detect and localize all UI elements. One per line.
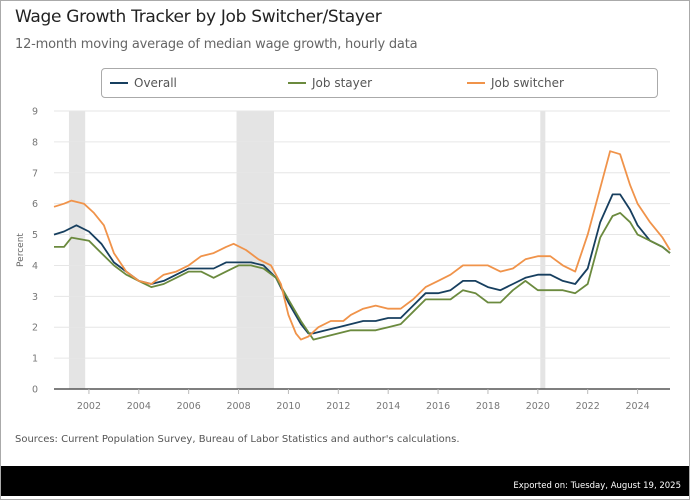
legend-item-job-switcher[interactable]: Job switcher (467, 76, 564, 90)
shaded-period (540, 111, 546, 389)
legend: Overall Job stayer Job switcher (101, 68, 658, 98)
chart-title: Wage Growth Tracker by Job Switcher/Stay… (15, 7, 382, 27)
y-tick-label: 5 (32, 230, 38, 241)
x-tick-label: 2020 (526, 401, 550, 412)
y-tick-label: 0 (32, 385, 38, 396)
y-tick-label: 4 (32, 261, 38, 272)
y-tick-label: 7 (32, 168, 38, 179)
chart-subtitle: 12-month moving average of median wage g… (15, 37, 418, 52)
series-line-job-switcher (53, 150, 671, 341)
y-tick-label: 9 (32, 107, 38, 118)
legend-swatch-overall (110, 82, 128, 84)
y-axis-label: Percent (16, 233, 26, 267)
x-tick-label: 2004 (127, 401, 151, 412)
y-tick-label: 1 (32, 354, 38, 365)
legend-swatch-job-stayer (288, 82, 306, 84)
series-line-overall (53, 193, 671, 335)
y-tick-label: 3 (32, 292, 38, 303)
legend-label: Job stayer (312, 76, 373, 90)
legend-label: Job switcher (491, 76, 564, 90)
y-tick-label: 6 (32, 199, 38, 210)
legend-item-overall[interactable]: Overall (110, 76, 177, 90)
shaded-period (68, 111, 86, 389)
y-tick-label: 2 (32, 323, 38, 334)
y-tick-label: 8 (32, 137, 38, 148)
series-line-job-stayer (54, 212, 671, 341)
legend-label: Overall (134, 76, 177, 90)
x-tick-label: 2016 (426, 401, 450, 412)
legend-swatch-job-switcher (467, 82, 485, 84)
x-tick-label: 2012 (326, 401, 350, 412)
export-date: Exported on: Tuesday, August 19, 2025 (513, 481, 681, 491)
x-tick-label: 2008 (226, 401, 250, 412)
x-tick-label: 2002 (77, 401, 101, 412)
legend-item-job-stayer[interactable]: Job stayer (288, 76, 372, 90)
x-tick-label: 2014 (376, 401, 400, 412)
x-tick-label: 2006 (177, 401, 201, 412)
line-chart: 0 1 2 3 4 5 6 7 8 9 2002 2004 2006 2008 2010 2012 2014 2… (16, 107, 671, 412)
x-tick-label: 2018 (476, 401, 500, 412)
x-tick-label: 2010 (276, 401, 300, 412)
sources-note: Sources: Current Population Survey, Bure… (15, 434, 460, 445)
footer-bar: Exported on: Tuesday, August 19, 2025 (1, 466, 689, 496)
shaded-period (236, 111, 274, 389)
x-tick-label: 2024 (625, 401, 649, 412)
x-tick-label: 2022 (576, 401, 600, 412)
